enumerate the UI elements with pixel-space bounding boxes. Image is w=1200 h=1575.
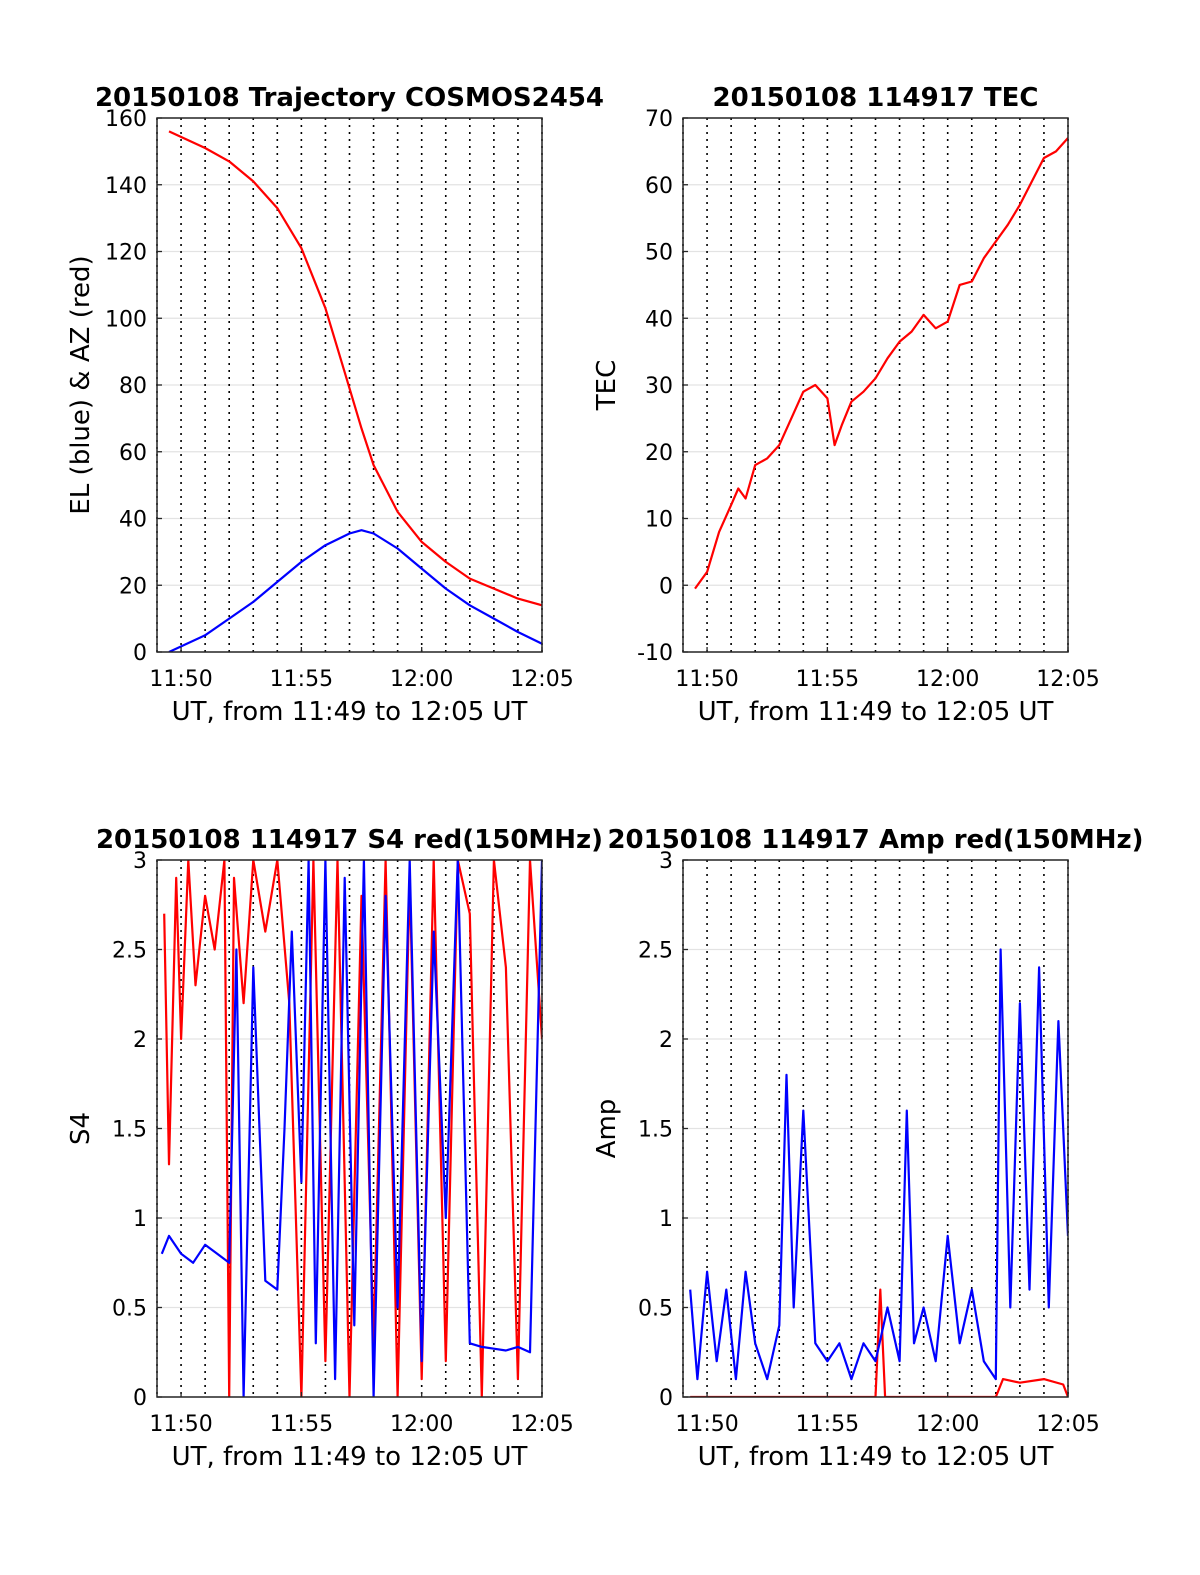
- x-tick-label: 12:00: [390, 1412, 453, 1437]
- x-tick-label: 12:00: [916, 1412, 979, 1437]
- x-tick-label: 12:05: [510, 1412, 573, 1437]
- panel-tec: -10 0 10 20 30 40 50 60 70 11:50 11:55 12:00 12:05 2…: [592, 83, 1100, 727]
- y-tick-label: 10: [645, 508, 673, 533]
- y-tick-label: 0.5: [638, 1297, 673, 1322]
- y-tick-label: 40: [645, 307, 673, 332]
- series-line-0: [163, 860, 542, 1397]
- series-layer: [694, 137, 1068, 590]
- tick-layer: -10 0 10 20 30 40 50 60 70 11:50 11:55 12:00 12:05: [637, 107, 1100, 692]
- x-tick-label: 11:55: [796, 667, 859, 692]
- series-layer: [168, 130, 542, 652]
- y-tick-label: 3: [659, 849, 673, 874]
- y-tick-label: 0.5: [112, 1297, 147, 1322]
- panel-amp: 0 0.5 1 1.5 2 2.5 3 11:50 11:55 12:00 12:05 201501…: [592, 825, 1144, 1472]
- x-axis-label: UT, from 11:49 to 12:05 UT: [172, 1442, 528, 1472]
- series-line-0: [694, 137, 1068, 590]
- x-tick-label: 12:00: [916, 667, 979, 692]
- tick-layer: 0 20 40 60 80 100 120 140 160 11:50 11:55 12:00 12:0…: [105, 107, 574, 692]
- x-tick-label: 11:50: [149, 1412, 212, 1437]
- x-axis-label: UT, from 11:49 to 12:05 UT: [698, 697, 1054, 727]
- y-tick-label: 2: [133, 1028, 147, 1053]
- x-tick-label: 11:50: [149, 667, 212, 692]
- y-tick-label: 0: [659, 1386, 673, 1411]
- x-tick-label: 11:50: [675, 1412, 738, 1437]
- series-line-0: [690, 1288, 1068, 1397]
- x-axis-label: UT, from 11:49 to 12:05 UT: [172, 697, 528, 727]
- y-tick-label: 20: [119, 574, 147, 599]
- y-tick-label: 50: [645, 241, 673, 266]
- y-tick-label: 2.5: [112, 939, 147, 964]
- y-tick-label: 30: [645, 374, 673, 399]
- series-line-1: [160, 860, 542, 1397]
- chart-title: 20150108 Trajectory COSMOS2454: [95, 83, 604, 113]
- y-tick-label: 1.5: [112, 1118, 147, 1143]
- grid: [682, 117, 1069, 653]
- y-tick-label: 1.5: [638, 1118, 673, 1143]
- y-tick-label: 1: [133, 1207, 147, 1232]
- x-tick-label: 11:50: [675, 667, 738, 692]
- y-tick-label: 40: [119, 508, 147, 533]
- y-tick-label: 2.5: [638, 939, 673, 964]
- y-tick-label: 0: [133, 641, 147, 666]
- panel-s4: 0 0.5 1 1.5 2 2.5 3 11:50 11:55 12:00 12:05 201501…: [66, 825, 603, 1472]
- y-tick-label: 20: [645, 441, 673, 466]
- series-layer: [689, 948, 1068, 1397]
- x-axis-label: UT, from 11:49 to 12:05 UT: [698, 1442, 1054, 1472]
- y-axis-label: TEC: [592, 360, 622, 411]
- series-line-0: [168, 130, 542, 607]
- x-tick-label: 11:55: [270, 667, 333, 692]
- x-tick-label: 11:55: [270, 1412, 333, 1437]
- y-axis-label: S4: [66, 1112, 96, 1145]
- y-tick-label: 0: [659, 574, 673, 599]
- y-tick-label: -10: [637, 641, 673, 666]
- panel-trajectory: 0 20 40 60 80 100 120 140 160 11:50 11:55 12:00 12:0…: [66, 83, 604, 727]
- y-tick-label: 120: [105, 241, 147, 266]
- y-tick-label: 100: [105, 307, 147, 332]
- y-tick-label: 1: [659, 1207, 673, 1232]
- y-axis-label: EL (blue) & AZ (red): [66, 255, 96, 514]
- y-tick-label: 80: [119, 374, 147, 399]
- y-tick-label: 60: [645, 174, 673, 199]
- y-tick-label: 60: [119, 441, 147, 466]
- series-line-1: [168, 529, 542, 652]
- x-tick-label: 11:55: [796, 1412, 859, 1437]
- chart-title: 20150108 114917 TEC: [713, 83, 1039, 113]
- grid: [156, 117, 543, 653]
- y-tick-label: 160: [105, 107, 147, 132]
- y-tick-label: 2: [659, 1028, 673, 1053]
- y-tick-label: 3: [133, 849, 147, 874]
- y-tick-label: 140: [105, 174, 147, 199]
- series-line-1: [689, 948, 1068, 1381]
- x-tick-label: 12:05: [1036, 1412, 1099, 1437]
- tick-layer: 0 0.5 1 1.5 2 2.5 3 11:50 11:55 12:00 12:05: [112, 849, 574, 1437]
- x-tick-label: 12:05: [1036, 667, 1099, 692]
- y-axis-label: Amp: [592, 1099, 622, 1159]
- chart-title: 20150108 114917 S4 red(150MHz): [96, 825, 603, 855]
- y-tick-label: 70: [645, 107, 673, 132]
- tick-layer: 0 0.5 1 1.5 2 2.5 3 11:50 11:55 12:00 12:05: [638, 849, 1100, 1437]
- chart-title: 20150108 114917 Amp red(150MHz): [607, 825, 1143, 855]
- series-layer: [160, 860, 542, 1397]
- y-tick-label: 0: [133, 1386, 147, 1411]
- x-tick-label: 12:05: [510, 667, 573, 692]
- x-tick-label: 12:00: [390, 667, 453, 692]
